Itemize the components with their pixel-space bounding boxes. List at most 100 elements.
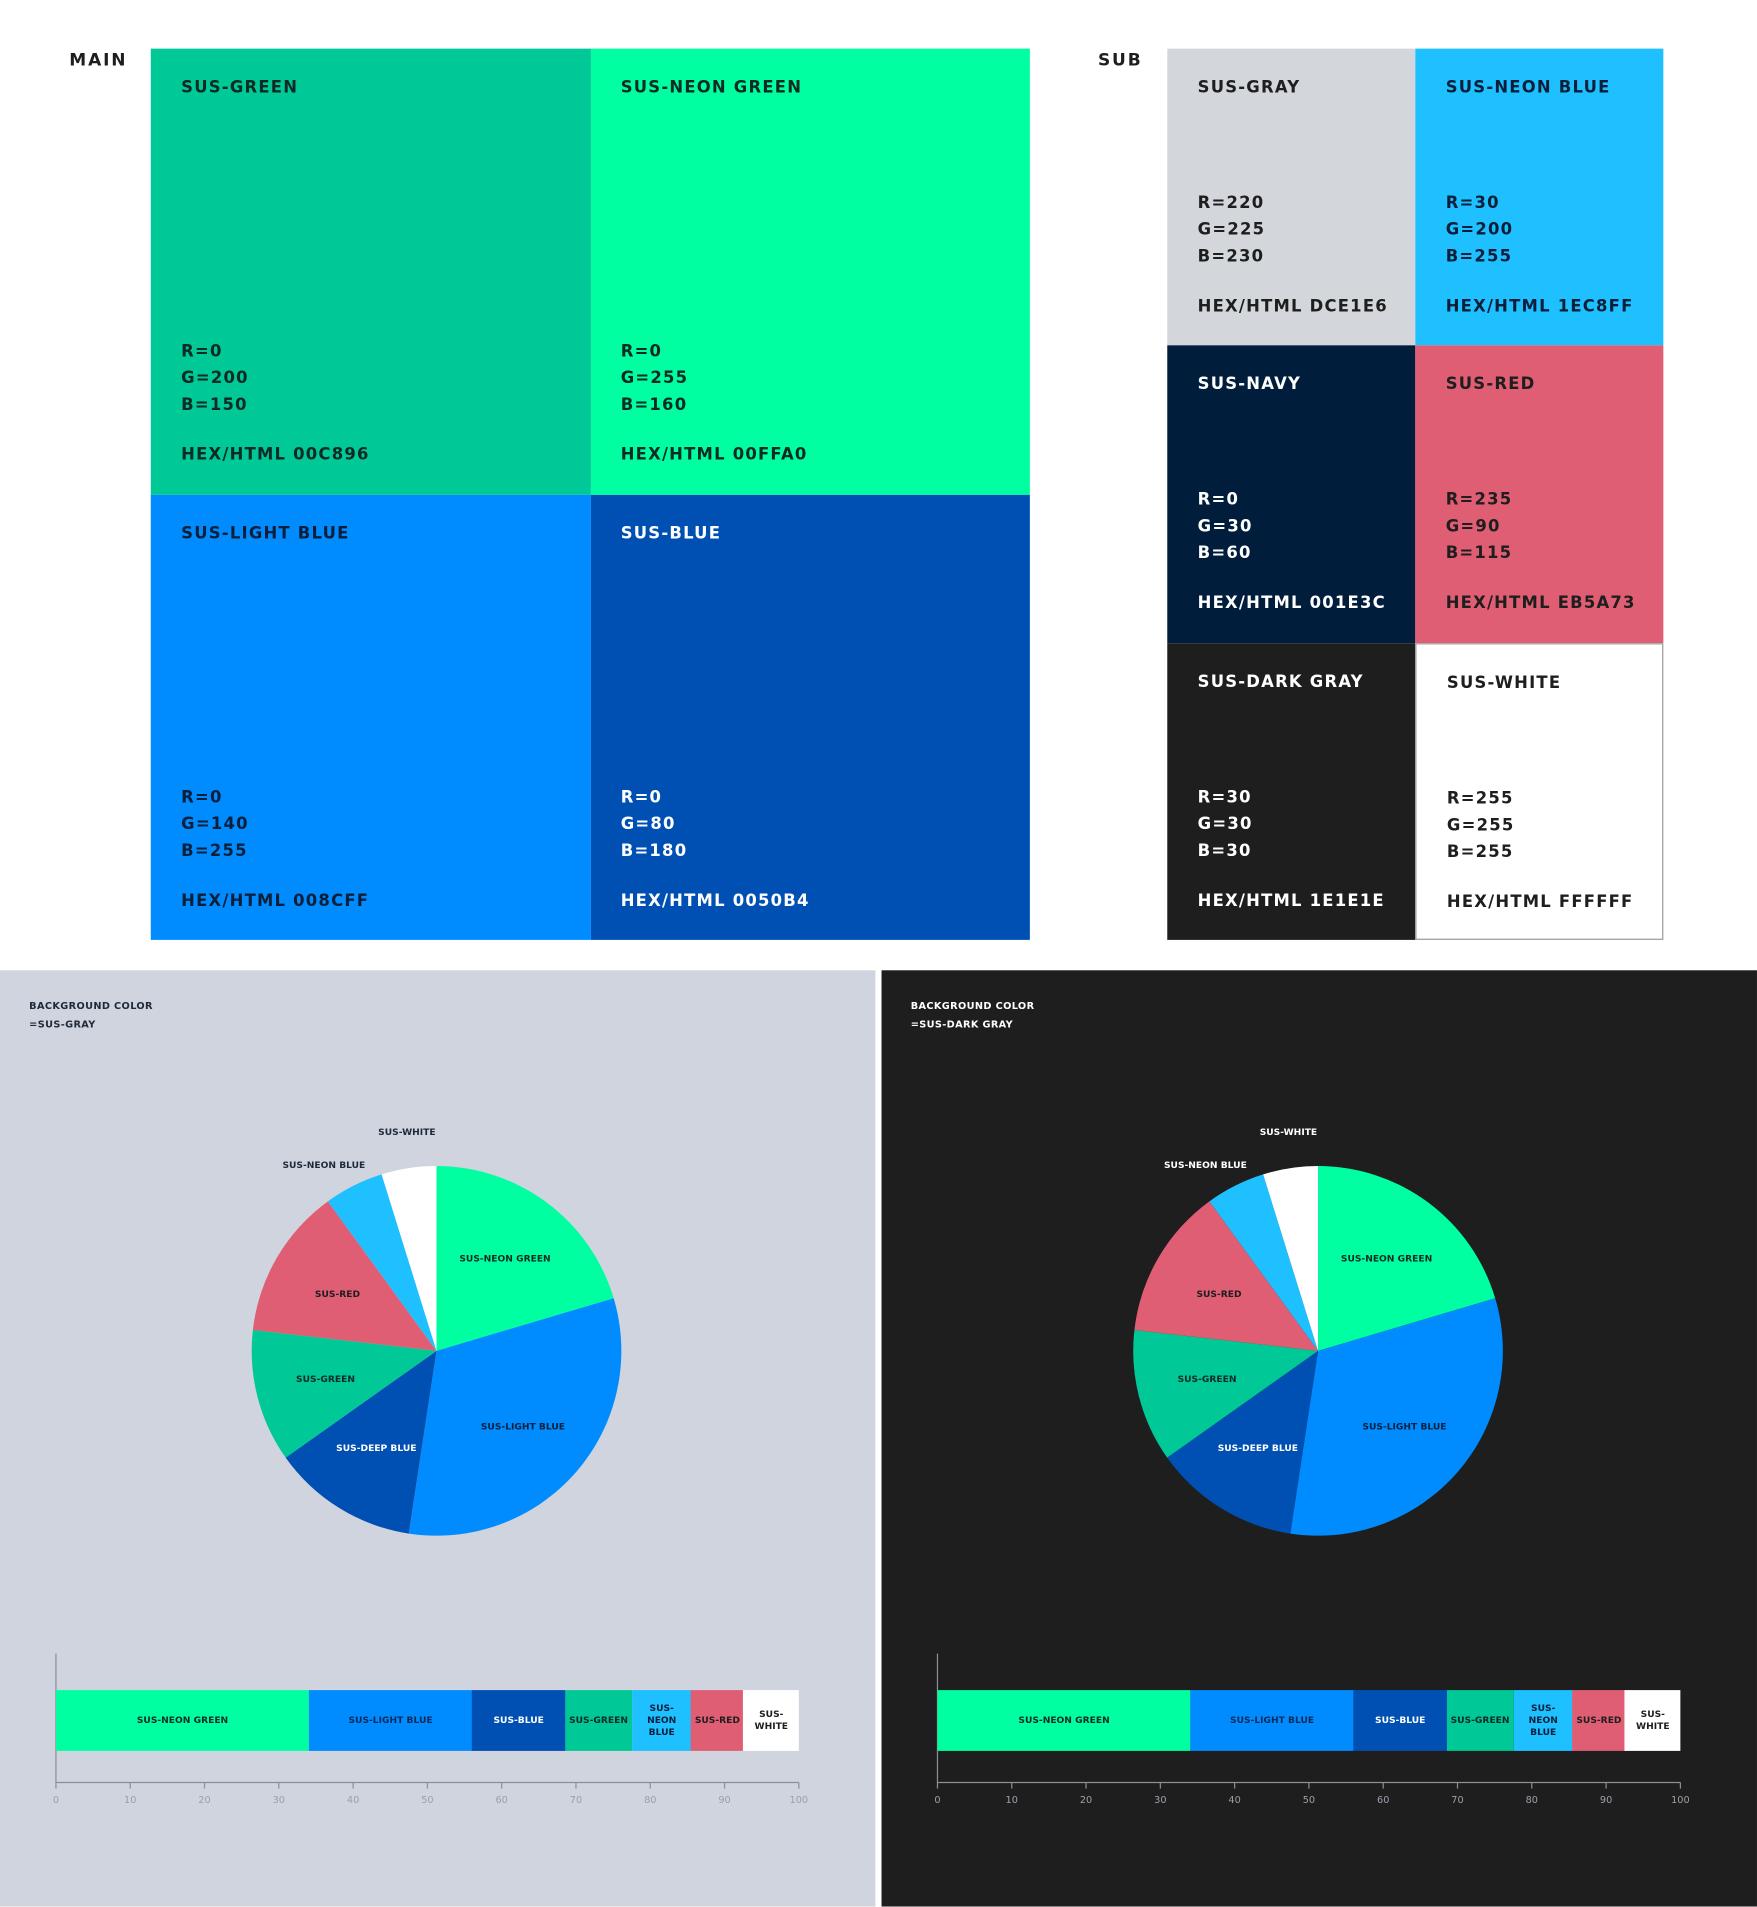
bar-segment: SUS-BLUE <box>471 1690 566 1751</box>
g-value: G=200 <box>1445 220 1514 240</box>
bar-segment: SUS-NEON GREEN <box>937 1690 1191 1751</box>
b-value: B=60 <box>1197 543 1252 564</box>
bar-segment: SUS-GREEN <box>1446 1690 1514 1751</box>
bar-segment-label: SUS-RED <box>1576 1714 1622 1726</box>
hex-value: HEX/HTML 1EC8FF <box>1445 296 1634 317</box>
swatch-name: SUS-RED <box>1445 374 1536 395</box>
background-note: BACKGROUND COLOR =SUS-DARK GRAY <box>911 997 1035 1033</box>
pie-slice <box>251 1330 437 1458</box>
rgb-values: R=220 G=225 B=230 <box>1198 190 1266 270</box>
axis-tick-label: 30 <box>272 1794 285 1806</box>
b-value: B=115 <box>1445 543 1513 564</box>
swatch-name: SUS-GRAY <box>1197 77 1301 98</box>
b-value: B=255 <box>181 840 248 861</box>
hex-value: HEX/HTML 001E3C <box>1197 593 1386 614</box>
hex-value: HEX/HTML 1E1E1E <box>1197 890 1385 911</box>
axis-tick-label: 70 <box>1451 1794 1464 1806</box>
pie-slice-label: SUS-NEON BLUE <box>1163 1159 1247 1171</box>
main-palette-grid: SUS-GREEN R=0 G=200 B=150 HEX/HTML 00C896 SUS… <box>150 48 1030 940</box>
pie-slice-label: SUS-NEON GREEN <box>459 1253 551 1265</box>
pie-slice <box>1134 1201 1319 1351</box>
pie-slice-label: SUS-NEON BLUE <box>282 1159 366 1171</box>
chart-svg <box>55 1166 800 1789</box>
g-value: G=30 <box>1197 814 1253 834</box>
pie-slice <box>436 1166 614 1351</box>
color-swatch-sus-neon-green: SUS-NEON GREEN R=0 G=255 B=160 HEX/HTML 00FF… <box>590 48 1030 495</box>
g-value: G=90 <box>1445 517 1501 537</box>
bar-segment: SUS-RED <box>691 1690 744 1751</box>
main-section-label: MAIN <box>69 51 128 71</box>
rgb-values: R=0 G=200 B=150 <box>181 338 249 418</box>
bar-segment: SUS- WHITE <box>743 1690 800 1751</box>
rgb-values: R=0 G=255 B=160 <box>621 338 689 418</box>
axis-tick-label: 0 <box>52 1794 60 1806</box>
pie-slice-label: SUS-GREEN <box>296 1373 355 1385</box>
bar-segment-label: SUS- NEON BLUE <box>1528 1702 1558 1738</box>
r-value: R=235 <box>1445 490 1513 510</box>
sub-section-label: SUB <box>1097 51 1143 71</box>
r-value: R=220 <box>1197 193 1265 213</box>
color-swatch-sus-blue: SUS-BLUE R=0 G=80 B=180 HEX/HTML 0050B4 <box>590 494 1030 940</box>
bar-segment-label: SUS-GREEN <box>569 1714 629 1726</box>
axis-tick-label: 10 <box>1005 1794 1018 1806</box>
hex-value: HEX/HTML 00FFA0 <box>620 445 808 465</box>
pie-slice <box>1318 1166 1496 1351</box>
note-line: =SUS-GRAY <box>29 1018 96 1030</box>
color-swatch-sus-green: SUS-GREEN R=0 G=200 B=150 HEX/HTML 00C896 <box>150 48 591 495</box>
b-value: B=255 <box>1446 842 1514 862</box>
hex-value: HEX/HTML EB5A73 <box>1445 593 1636 614</box>
swatch-name: SUS-DARK GRAY <box>1197 671 1364 692</box>
bar-segment-label: SUS-NEON GREEN <box>1018 1714 1110 1726</box>
bar-segment-label: SUS- WHITE <box>754 1708 789 1732</box>
r-value: R=30 <box>1445 193 1500 213</box>
bar-segment-label: SUS-RED <box>694 1714 740 1726</box>
pie-slice-label: SUS-WHITE <box>1259 1126 1318 1138</box>
r-value: R=0 <box>620 787 663 807</box>
pie-slice-label: SUS-WHITE <box>378 1126 436 1138</box>
bar-segment-label: SUS- NEON BLUE <box>647 1702 677 1738</box>
pie-slice-label: SUS-LIGHT BLUE <box>1362 1420 1447 1432</box>
swatch-name: SUS-NEON GREEN <box>620 77 803 98</box>
pie-slice-label: SUS-DEEP BLUE <box>336 1442 417 1454</box>
note-line: =SUS-DARK GRAY <box>910 1018 1014 1030</box>
g-value: G=255 <box>620 368 689 388</box>
r-value: R=30 <box>1197 787 1252 807</box>
pie-slice <box>1133 1330 1319 1458</box>
pie-slice <box>327 1174 437 1351</box>
bar-segment-label: SUS-GREEN <box>1450 1714 1510 1726</box>
b-value: B=160 <box>620 395 688 415</box>
hex-value: HEX/HTML 00C896 <box>181 445 370 465</box>
pie-slice <box>1209 1174 1319 1351</box>
axis-tick-label: 80 <box>644 1794 657 1806</box>
hex-value: HEX/HTML 0050B4 <box>620 890 810 911</box>
axis-tick-label: 30 <box>1154 1794 1167 1806</box>
g-value: G=30 <box>1197 517 1253 537</box>
rgb-values: R=0 G=80 B=180 <box>621 784 688 864</box>
pie-slice-label: SUS-LIGHT BLUE <box>480 1420 565 1432</box>
axis-tick-label: 0 <box>934 1794 941 1806</box>
rgb-values: R=30 G=200 B=255 <box>1446 190 1514 270</box>
axis-tick-label: 40 <box>346 1794 360 1806</box>
hex-value: HEX/HTML DCE1E6 <box>1197 296 1388 317</box>
bar-segment: SUS-LIGHT BLUE <box>308 1690 473 1751</box>
axis-tick-label: 50 <box>1302 1794 1316 1806</box>
pie-slice <box>252 1201 437 1351</box>
swatch-name: SUS-LIGHT BLUE <box>181 523 350 543</box>
g-value: G=225 <box>1197 220 1266 240</box>
bar-segment: SUS-BLUE <box>1353 1690 1447 1751</box>
color-swatch-sus-gray: SUS-GRAY R=220 G=225 B=230 HEX/HTML DCE1E6 <box>1167 48 1416 346</box>
sub-palette-grid: SUS-GRAY R=220 G=225 B=230 HEX/HTML DCE1E6 SU… <box>1167 48 1664 940</box>
pie-slice-label: SUS-RED <box>1196 1287 1242 1299</box>
color-swatch-sus-white: SUS-WHITE R=255 G=255 B=255 HEX/HTML FFFFFF <box>1415 642 1664 940</box>
bar-segment-label: SUS-LIGHT BLUE <box>348 1714 433 1726</box>
axis-tick-label: 60 <box>1377 1794 1390 1806</box>
color-swatch-sus-dark-gray: SUS-DARK GRAY R=30 G=30 B=30 HEX/HTML 1E1E1E <box>1167 642 1416 940</box>
g-value: G=80 <box>620 814 676 834</box>
rgb-values: R=30 G=30 B=30 <box>1198 784 1253 864</box>
axis-tick-label: 100 <box>1671 1794 1690 1806</box>
axis-tick-label: 40 <box>1228 1794 1241 1806</box>
swatch-name: SUS-WHITE <box>1446 673 1562 693</box>
bar-segment: SUS-NEON GREEN <box>55 1690 310 1751</box>
bar-segment-label: SUS-BLUE <box>493 1714 544 1726</box>
axis-tick-label: 20 <box>1079 1794 1093 1806</box>
